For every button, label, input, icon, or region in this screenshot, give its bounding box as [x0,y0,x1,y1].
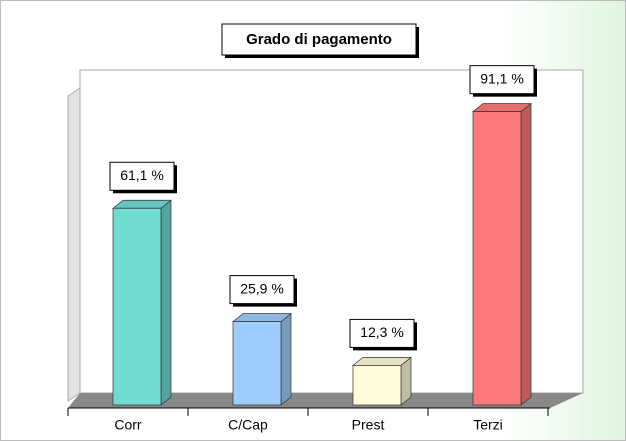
bar [352,365,402,406]
value-label-box [349,318,415,348]
bar-side [160,199,172,406]
x-tick-label: Corr [114,417,142,433]
bar-top [112,199,172,209]
side-wall [67,87,81,402]
bar-side [520,102,532,406]
bar-top [352,357,412,366]
value-label-box [469,65,535,95]
bar [112,207,162,406]
title-box [221,23,417,56]
bar-top [232,313,292,322]
bar-side [280,312,292,406]
value-label-box [229,275,295,305]
bar [232,321,282,406]
x-tick-label: Prest [352,417,385,433]
value-label: 25,9 % [240,280,284,296]
value-label: 91,1 % [480,70,524,86]
x-tick-label: Terzi [473,417,503,433]
chart-title: Grado di pagamento [246,31,392,48]
value-label: 61,1 % [120,167,164,183]
bar-top [472,103,532,113]
floor [68,393,583,408]
x-tick-label: C/Cap [228,417,268,433]
value-label: 12,3 % [360,324,404,340]
bar [472,111,522,406]
value-label-box [109,161,175,191]
